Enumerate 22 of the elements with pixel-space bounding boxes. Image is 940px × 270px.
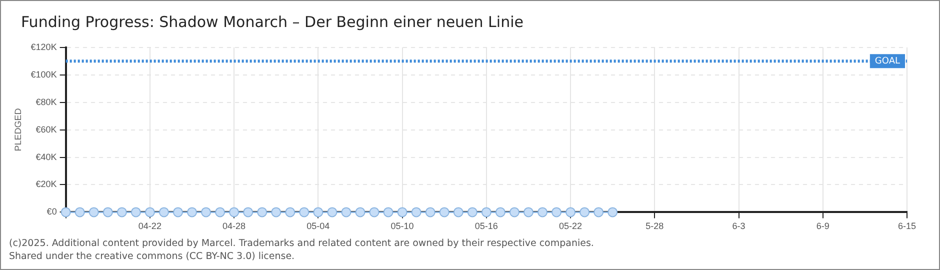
x-tick-label: 05-04 [306, 221, 330, 232]
text: Shared under the creative commons (CC BY-NC 3.0) license. [9, 250, 296, 263]
x-tick-label: 04-22 [138, 221, 162, 232]
y-tick-label: €80K [36, 96, 57, 107]
x-tick-label: 6-3 [732, 221, 746, 232]
x-tick-label: 05-10 [390, 221, 414, 232]
x-tick-label: 5-28 [646, 221, 664, 232]
y-axis-title: PLEDGED [12, 108, 23, 152]
y-tick-label: €20K [36, 179, 57, 190]
y-tick-label: €120K [30, 42, 57, 52]
x-tick-label: 6-9 [816, 221, 830, 232]
x-tick-label: 6-15 [898, 221, 916, 232]
y-tick-label: €100K [30, 69, 57, 80]
ref-line-label: GOAL [874, 56, 900, 66]
x-tick-label: 04-28 [222, 221, 246, 232]
y-tick-label: €60K [36, 124, 57, 134]
y-tick-label: €40K [36, 152, 57, 162]
x-tick-label: 05-22 [559, 221, 582, 232]
y-tick-label: €0 [46, 206, 57, 217]
chart-title: Funding Progress: Shadow Monarch – Der Beginn einer neuen Linie [21, 13, 524, 31]
text: (c)2025. Additional content provided by Marcel. Trademarks and related content are owned by their respective companies. [9, 237, 594, 250]
x-tick-label: 05-16 [474, 221, 498, 232]
